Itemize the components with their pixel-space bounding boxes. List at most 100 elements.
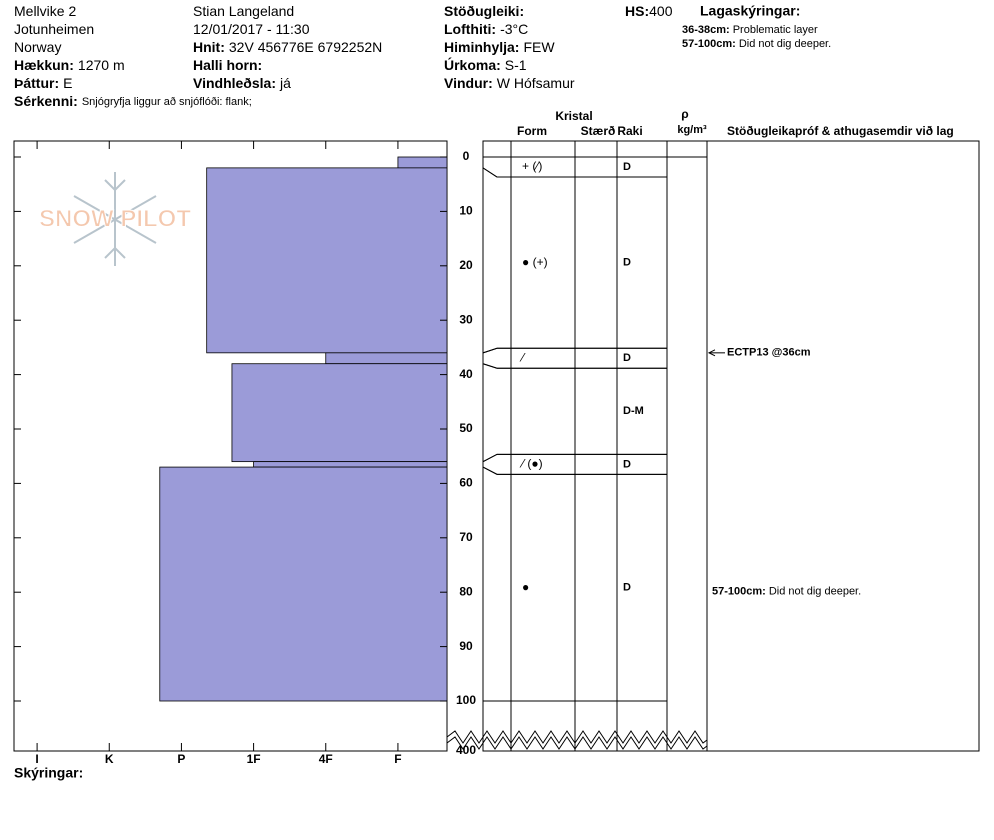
header-field: Vindhleðsla: já [193,75,291,91]
test-arrow-head [707,349,716,357]
legend-title: Lagaskýringar: [700,3,800,19]
column-header: kg/m³ [677,124,707,136]
field-label: Hækkun: [14,57,74,73]
layer-connector [482,347,511,354]
header-field: Mellvike 2 [14,3,76,19]
depth-tick-label: 60 [459,476,473,490]
axis-break [446,736,708,750]
hardness-bar [253,461,448,468]
hardness-bar [231,363,448,463]
field-label: HS: [625,3,649,19]
header-field: Himinhylja: FEW [444,39,555,55]
field-label: 57-100cm: [712,586,766,598]
field-value: Snjógryfja liggur að snjóflóði: flank; [82,96,252,108]
column-header: ρ [681,107,688,121]
header-field: Norway [14,39,61,55]
stability-test: ECTP13 @36cm [727,347,811,359]
header-field: Lofthiti: -3°C [444,21,528,37]
column-header: Stærð [581,124,616,138]
field-value: 12/01/2017 - 11:30 [193,21,310,37]
layer-note: 36-38cm: Problematic layer [682,24,818,36]
hardness-tick-label: I [35,752,38,766]
depth-tick-label: 20 [459,258,473,272]
header-field: HS:400 [625,3,673,19]
field-label: Himinhylja: [444,39,519,55]
moisture: D [623,352,631,364]
moisture: D-M [623,405,644,417]
field-label: Lofthiti: [444,21,496,37]
comments-frame [706,140,980,752]
crystal-form: ● (+) [522,255,548,269]
field-label: Vindhleðsla: [193,75,276,91]
crystal-form: ● [522,580,529,594]
field-value: S-1 [505,57,527,73]
moisture: D [623,458,631,470]
column-header: Form [517,124,547,138]
depth-tick-label: 0 [463,149,470,163]
column-header: Stöðugleikapróf & athugasemdir við lag [727,124,954,138]
depth-tick-label: 50 [459,421,473,435]
field-value: já [279,75,291,91]
field-value: Did not dig deeper. [739,38,831,50]
logo-text: SNOW PILOT [39,205,191,232]
layer-note: 57-100cm: Did not dig deeper. [682,38,831,50]
depth-tick-label: 40 [459,367,473,381]
field-label: Halli horn: [193,57,262,73]
break-gap [449,728,481,746]
crystal-form: ⁄ (●) [519,457,543,471]
hardness-tick-label: P [177,752,185,766]
field-label: Sérkenni: [14,93,78,109]
header-field: Jotunheimen [14,21,94,37]
hardness-bar [397,156,448,169]
hardness-tick-label: F [394,752,401,766]
depth-tick-label: 90 [459,639,473,653]
header-field: Vindur: W Hófsamur [444,75,575,91]
field-label: 36-38cm: [682,24,730,36]
crystal-form: ⁄ [519,350,526,364]
field-value: 400 [649,3,673,19]
logo-flake [73,172,157,266]
header-field: 12/01/2017 - 11:30 [193,21,310,37]
depth-tick-label: 80 [459,584,473,598]
layer-connector [482,453,511,463]
field-value: Norway [14,39,61,55]
field-value: Stian Langeland [193,3,294,19]
field-value: FEW [523,39,555,55]
field-label: Hnit: [193,39,225,55]
layer-connector [482,167,511,178]
layer-comment: 57-100cm: Did not dig deeper. [712,586,861,598]
hardness-tick-label: 1F [247,752,261,766]
hardness-tick-label: K [105,752,114,766]
field-value: -3°C [500,21,528,37]
header-field: Halli horn: [193,57,262,73]
moisture: D [623,582,631,594]
field-value: 1270 m [78,57,125,73]
field-value: E [63,75,72,91]
hardness-tick-label: 4F [319,752,333,766]
layer-connector [482,466,511,475]
hardness-bar [206,167,448,354]
header-field: Úrkoma: S-1 [444,56,527,73]
field-value: Problematic layer [733,24,818,36]
depth-tick-label: 70 [459,530,473,544]
crystal-form: + (⁄) [522,159,542,173]
field-label: Stöðugleiki: [444,3,524,19]
depth-tick-label: 100 [456,693,476,707]
layer-connector [482,363,511,369]
footer-label: Skýringar: [14,765,83,781]
header-field: Sérkenni: Snjógryfja liggur að snjóflóði:… [14,93,252,109]
column-header: Kristal [555,109,592,123]
header-field: Stöðugleiki: [444,3,524,19]
axis-break [446,730,708,744]
field-label: Vindur: [444,75,493,91]
field-label: 57-100cm: [682,38,736,50]
field-value: Mellvike 2 [14,3,76,19]
moisture: D [623,257,631,269]
hardness-bar [159,466,448,702]
depth-tick-label: 400 [456,743,476,757]
column-header: Raki [617,124,642,138]
field-value: Jotunheimen [14,21,94,37]
header-field: Hækkun: 1270 m [14,57,125,73]
moisture: D [623,161,631,173]
